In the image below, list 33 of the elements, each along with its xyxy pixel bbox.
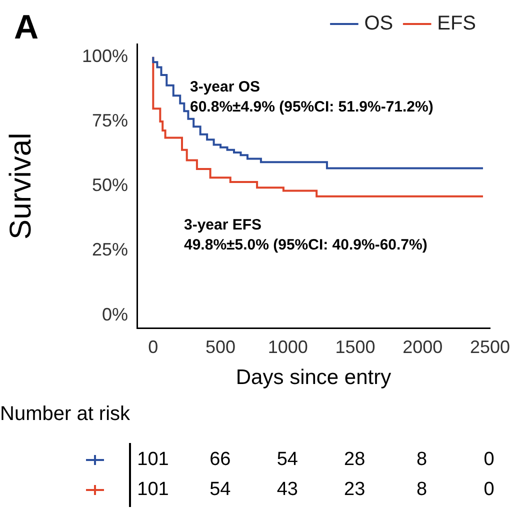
legend-label: EFS	[437, 12, 476, 35]
text: Number at risk	[0, 403, 130, 426]
x-tick-label: 2500	[470, 336, 510, 357]
y-tick-label: 75%	[92, 110, 128, 130]
text: 23	[343, 479, 366, 501]
y-tick-label: 50%	[92, 175, 128, 196]
x-tick-label: 500	[206, 336, 236, 357]
annotation: 3-year EFS	[184, 216, 262, 234]
text: 66	[208, 449, 232, 471]
x-tick-label: 0	[148, 336, 158, 357]
y-tick-label: 25%	[92, 240, 128, 260]
x-axis-title: Days since entry	[236, 366, 392, 390]
text: 8	[416, 479, 428, 501]
x-tick-label: 1500	[335, 336, 376, 357]
y-tick-label: 100%	[82, 46, 128, 66]
text: 28	[343, 449, 366, 471]
text: 0	[482, 449, 496, 471]
text: A	[14, 8, 39, 46]
text: 43	[276, 479, 299, 501]
text: 101	[136, 479, 170, 501]
text: 101	[136, 449, 170, 471]
text: 0	[482, 479, 496, 501]
annotation: 60.8%±4.9% (95%CI: 51.9%-71.2%)	[190, 98, 434, 116]
text: 54	[208, 479, 232, 501]
annotation: 49.8%±5.0% (95%CI: 40.9%-60.7%)	[184, 236, 428, 254]
y-tick-label: 0%	[102, 304, 128, 324]
text: 8	[416, 449, 428, 471]
annotation: 3-year OS	[190, 78, 260, 96]
y-axis-title: Survival	[4, 132, 38, 240]
legend-label: OS	[364, 12, 394, 35]
x-tick-label: 1000	[268, 336, 308, 357]
x-tick-label: 2000	[402, 336, 443, 357]
text: 54	[276, 449, 299, 471]
